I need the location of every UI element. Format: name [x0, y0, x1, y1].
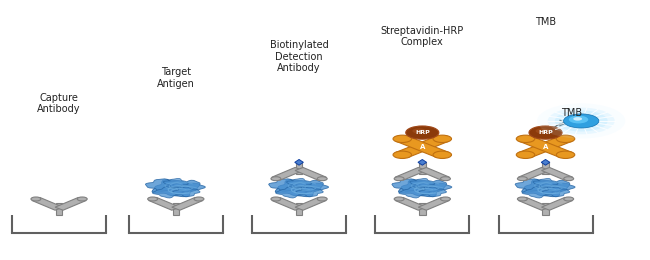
Polygon shape [296, 187, 323, 197]
Polygon shape [173, 180, 205, 192]
Polygon shape [296, 180, 329, 192]
Polygon shape [294, 159, 304, 165]
Polygon shape [55, 197, 86, 210]
Circle shape [317, 197, 327, 201]
Polygon shape [419, 167, 449, 180]
Polygon shape [287, 178, 311, 187]
FancyBboxPatch shape [296, 203, 302, 215]
Text: TMB: TMB [561, 108, 582, 118]
Polygon shape [418, 159, 426, 165]
Circle shape [556, 135, 575, 142]
Circle shape [406, 126, 439, 139]
Polygon shape [519, 167, 549, 180]
Polygon shape [395, 167, 426, 180]
Circle shape [317, 177, 327, 181]
Polygon shape [515, 179, 549, 191]
Polygon shape [276, 187, 307, 198]
Text: Capture
Antibody: Capture Antibody [37, 93, 81, 114]
Circle shape [569, 116, 588, 124]
Polygon shape [173, 187, 200, 197]
Circle shape [516, 135, 535, 142]
FancyBboxPatch shape [542, 203, 549, 215]
Circle shape [77, 197, 87, 201]
Polygon shape [272, 167, 303, 180]
FancyBboxPatch shape [542, 162, 549, 174]
Polygon shape [419, 180, 452, 192]
Circle shape [564, 177, 574, 181]
Text: Streptavidin-HRP
Complex: Streptavidin-HRP Complex [381, 26, 464, 47]
Text: TMB: TMB [535, 17, 556, 27]
Text: Biotinylated
Detection
Antibody: Biotinylated Detection Antibody [270, 40, 328, 73]
Polygon shape [543, 180, 575, 192]
Polygon shape [152, 187, 183, 198]
FancyBboxPatch shape [172, 203, 179, 215]
Circle shape [517, 197, 527, 201]
Circle shape [517, 177, 527, 181]
Polygon shape [163, 178, 188, 187]
Circle shape [194, 197, 204, 201]
Polygon shape [533, 178, 558, 187]
Circle shape [412, 128, 426, 134]
Circle shape [441, 177, 450, 181]
Polygon shape [172, 197, 203, 210]
Polygon shape [398, 187, 430, 198]
Circle shape [516, 151, 535, 158]
Polygon shape [541, 167, 573, 180]
Polygon shape [275, 180, 323, 197]
Polygon shape [519, 136, 572, 157]
Circle shape [529, 126, 562, 139]
Circle shape [548, 108, 615, 134]
Polygon shape [519, 136, 572, 157]
Polygon shape [146, 179, 180, 191]
FancyBboxPatch shape [56, 203, 62, 215]
Polygon shape [392, 179, 426, 191]
Polygon shape [541, 197, 573, 210]
Circle shape [393, 135, 411, 142]
Circle shape [433, 151, 452, 158]
Polygon shape [396, 136, 448, 157]
Circle shape [536, 128, 549, 134]
Circle shape [433, 135, 452, 142]
Circle shape [148, 197, 158, 201]
Polygon shape [519, 197, 549, 210]
Circle shape [271, 197, 281, 201]
Circle shape [441, 197, 450, 201]
Polygon shape [396, 136, 448, 157]
Circle shape [271, 177, 281, 181]
Circle shape [564, 114, 599, 128]
Circle shape [554, 110, 608, 132]
Polygon shape [272, 197, 303, 210]
Polygon shape [295, 197, 326, 210]
Polygon shape [398, 180, 446, 197]
Polygon shape [522, 180, 569, 197]
Circle shape [556, 151, 575, 158]
Polygon shape [295, 167, 326, 180]
Text: A: A [420, 144, 425, 150]
Text: A: A [543, 144, 548, 150]
Polygon shape [32, 197, 63, 210]
Circle shape [537, 103, 625, 139]
Circle shape [573, 117, 582, 121]
Circle shape [394, 177, 404, 181]
Polygon shape [268, 179, 303, 191]
Polygon shape [395, 197, 426, 210]
Circle shape [31, 197, 41, 201]
Circle shape [394, 197, 404, 201]
Polygon shape [541, 159, 550, 165]
Polygon shape [419, 187, 447, 197]
Polygon shape [149, 197, 180, 210]
FancyBboxPatch shape [419, 203, 426, 215]
Polygon shape [410, 178, 435, 187]
Circle shape [564, 197, 574, 201]
FancyBboxPatch shape [296, 162, 302, 174]
Polygon shape [522, 187, 553, 198]
Polygon shape [543, 187, 570, 197]
Text: HRP: HRP [538, 130, 553, 135]
FancyBboxPatch shape [419, 162, 426, 174]
Text: HRP: HRP [415, 130, 430, 135]
Polygon shape [419, 197, 449, 210]
Text: Target
Antigen: Target Antigen [157, 67, 195, 89]
Circle shape [393, 151, 411, 158]
Polygon shape [152, 180, 200, 197]
